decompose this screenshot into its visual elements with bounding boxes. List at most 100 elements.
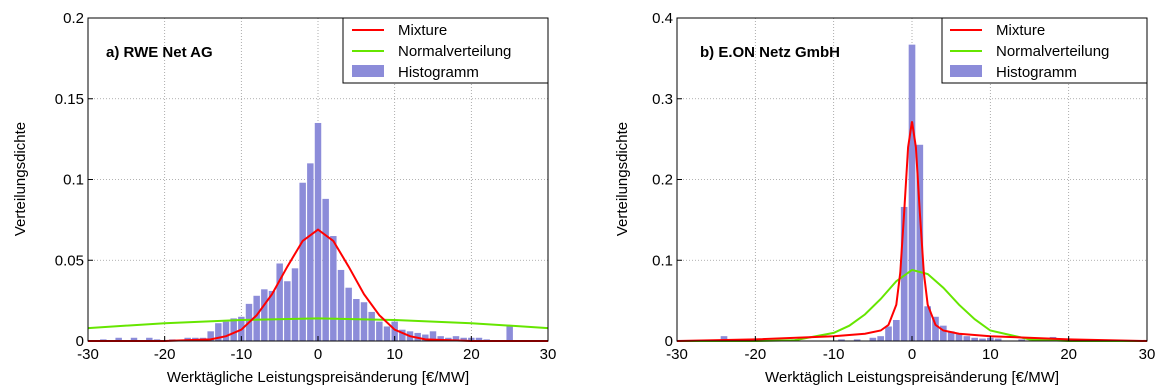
histogram-bar xyxy=(1018,339,1025,341)
histogram-bar xyxy=(115,337,122,341)
histogram-bar xyxy=(337,269,345,341)
histogram-bar xyxy=(429,331,437,341)
x-tick-label: 20 xyxy=(463,346,480,363)
x-tick-label: -30 xyxy=(666,346,688,363)
y-tick-label: 0 xyxy=(665,333,673,350)
histogram-bar xyxy=(253,295,260,341)
histogram-bar xyxy=(230,318,237,341)
histogram-bar xyxy=(437,336,444,341)
y-tick-label: 0.2 xyxy=(652,172,673,189)
histogram-bar xyxy=(268,290,276,341)
y-axis-label-a: Verteilungsdichte xyxy=(12,122,29,236)
histogram-bar xyxy=(971,337,978,341)
histogram-bar xyxy=(940,325,947,341)
panel-b: 0 0.1 0.2 0.3 0.4 -30 -20 -10 0 10 20 30 b) E.ON Ne… xyxy=(614,10,1155,386)
mixture-curve-b xyxy=(676,121,1148,342)
y-axis-label-b: Verteilungsdichte xyxy=(614,122,631,236)
y-tick-label: 0.4 xyxy=(652,10,673,27)
histogram-bar xyxy=(146,337,153,341)
x-tick-label: -20 xyxy=(154,346,176,363)
histogram-bar xyxy=(360,302,368,341)
histogram-bar xyxy=(924,306,931,341)
histogram-bar xyxy=(299,182,306,341)
legend-b: Mixture Normalverteilung Histogramm xyxy=(941,17,1148,84)
histogram-bar xyxy=(720,336,728,341)
histogram-bar xyxy=(893,320,900,341)
panel-title-b: b) E.ON Netz GmbH xyxy=(700,44,840,61)
x-axis-label-b: Werktäglich Leistungspreisänderung [€/MW… xyxy=(765,369,1059,386)
x-tick-label: 10 xyxy=(982,346,999,363)
legend-a: Mixture Normalverteilung Histogramm xyxy=(342,17,549,84)
histogram-bar xyxy=(869,337,877,341)
histogram-bar xyxy=(460,337,467,341)
x-tick-label: 0 xyxy=(314,346,322,363)
x-tick-label: 0 xyxy=(908,346,916,363)
histogram-bar xyxy=(383,326,391,341)
legend-swatch-hist-b xyxy=(950,65,982,77)
y-tick-label: 0.15 xyxy=(55,91,84,108)
histogram-bar xyxy=(391,321,398,341)
legend-label-mixture-a: Mixture xyxy=(398,22,447,39)
histogram-bar xyxy=(207,331,214,341)
y-tick-label: 0 xyxy=(76,333,84,350)
x-tick-label: -10 xyxy=(230,346,252,363)
histogram-bar xyxy=(376,321,383,341)
histogram-bar xyxy=(994,338,1002,341)
histogram-bar xyxy=(291,268,299,341)
x-axis-label-a: Werktägliche Leistungspreisänderung [€/M… xyxy=(167,369,469,386)
histogram-bar xyxy=(979,338,986,341)
normal-curve-b xyxy=(677,268,1147,342)
x-tick-label: -20 xyxy=(744,346,766,363)
mixture-curve-a xyxy=(88,228,548,342)
histogram-bar xyxy=(900,206,908,341)
histogram-bar xyxy=(276,263,283,341)
y-tick-label: 0.2 xyxy=(63,10,84,27)
histogram-bar xyxy=(261,289,268,341)
x-tick-label: 30 xyxy=(540,346,557,363)
y-tick-label: 0.05 xyxy=(55,252,84,269)
y-tick-label: 0.1 xyxy=(63,172,84,189)
histogram-bar xyxy=(877,336,884,341)
panel-a: 0 0.05 0.1 0.15 0.2 -30 -20 -10 0 10 20 30 a) RWE N… xyxy=(12,10,556,386)
x-tick-label: 20 xyxy=(1060,346,1077,363)
histogram-bar xyxy=(307,163,314,341)
legend-label-hist-b: Histogramm xyxy=(996,64,1077,81)
histogram-bar xyxy=(838,339,845,341)
histogram-bar xyxy=(345,287,352,341)
y-tick-label: 0.3 xyxy=(652,91,673,108)
x-tick-label: -10 xyxy=(823,346,845,363)
histogram-bar xyxy=(222,321,230,341)
x-tick-label: 30 xyxy=(1139,346,1156,363)
histogram-bar xyxy=(130,337,138,341)
normal-curve-a xyxy=(87,317,549,330)
legend-label-hist-a: Histogramm xyxy=(398,64,479,81)
histogram-bar xyxy=(916,144,924,341)
histogram-bar xyxy=(322,198,329,341)
histogram-bar xyxy=(399,329,406,341)
histogram-bar xyxy=(314,122,322,341)
histogram-bar xyxy=(475,337,483,341)
panel-title-a: a) RWE Net AG xyxy=(106,44,213,61)
histogram-bar xyxy=(284,281,291,341)
histogram-bar xyxy=(963,336,971,341)
ticks-b: 0 0.1 0.2 0.3 0.4 -30 -20 -10 0 10 20 30 xyxy=(652,10,1155,363)
histogram-bar xyxy=(932,316,939,341)
histogram-bar xyxy=(422,334,429,341)
legend-label-normal-a: Normalverteilung xyxy=(398,43,511,60)
histogram-bar xyxy=(955,333,963,341)
histogram-bar xyxy=(330,236,337,341)
ticks-a: 0 0.05 0.1 0.15 0.2 -30 -20 -10 0 10 20 30 xyxy=(55,10,557,363)
histogram-bar xyxy=(215,323,222,341)
histogram-bar xyxy=(506,326,513,341)
histogram-bar xyxy=(947,331,955,341)
histogram-bar xyxy=(452,336,460,341)
histogram-bar xyxy=(368,311,375,341)
histogram-bar xyxy=(853,339,861,341)
y-tick-label: 0.1 xyxy=(652,252,673,269)
legend-swatch-hist-a xyxy=(352,65,384,77)
x-tick-label: 10 xyxy=(386,346,403,363)
legend-label-normal-b: Normalverteilung xyxy=(996,43,1109,60)
histogram-bar xyxy=(908,44,916,342)
legend-label-mixture-b: Mixture xyxy=(996,22,1045,39)
